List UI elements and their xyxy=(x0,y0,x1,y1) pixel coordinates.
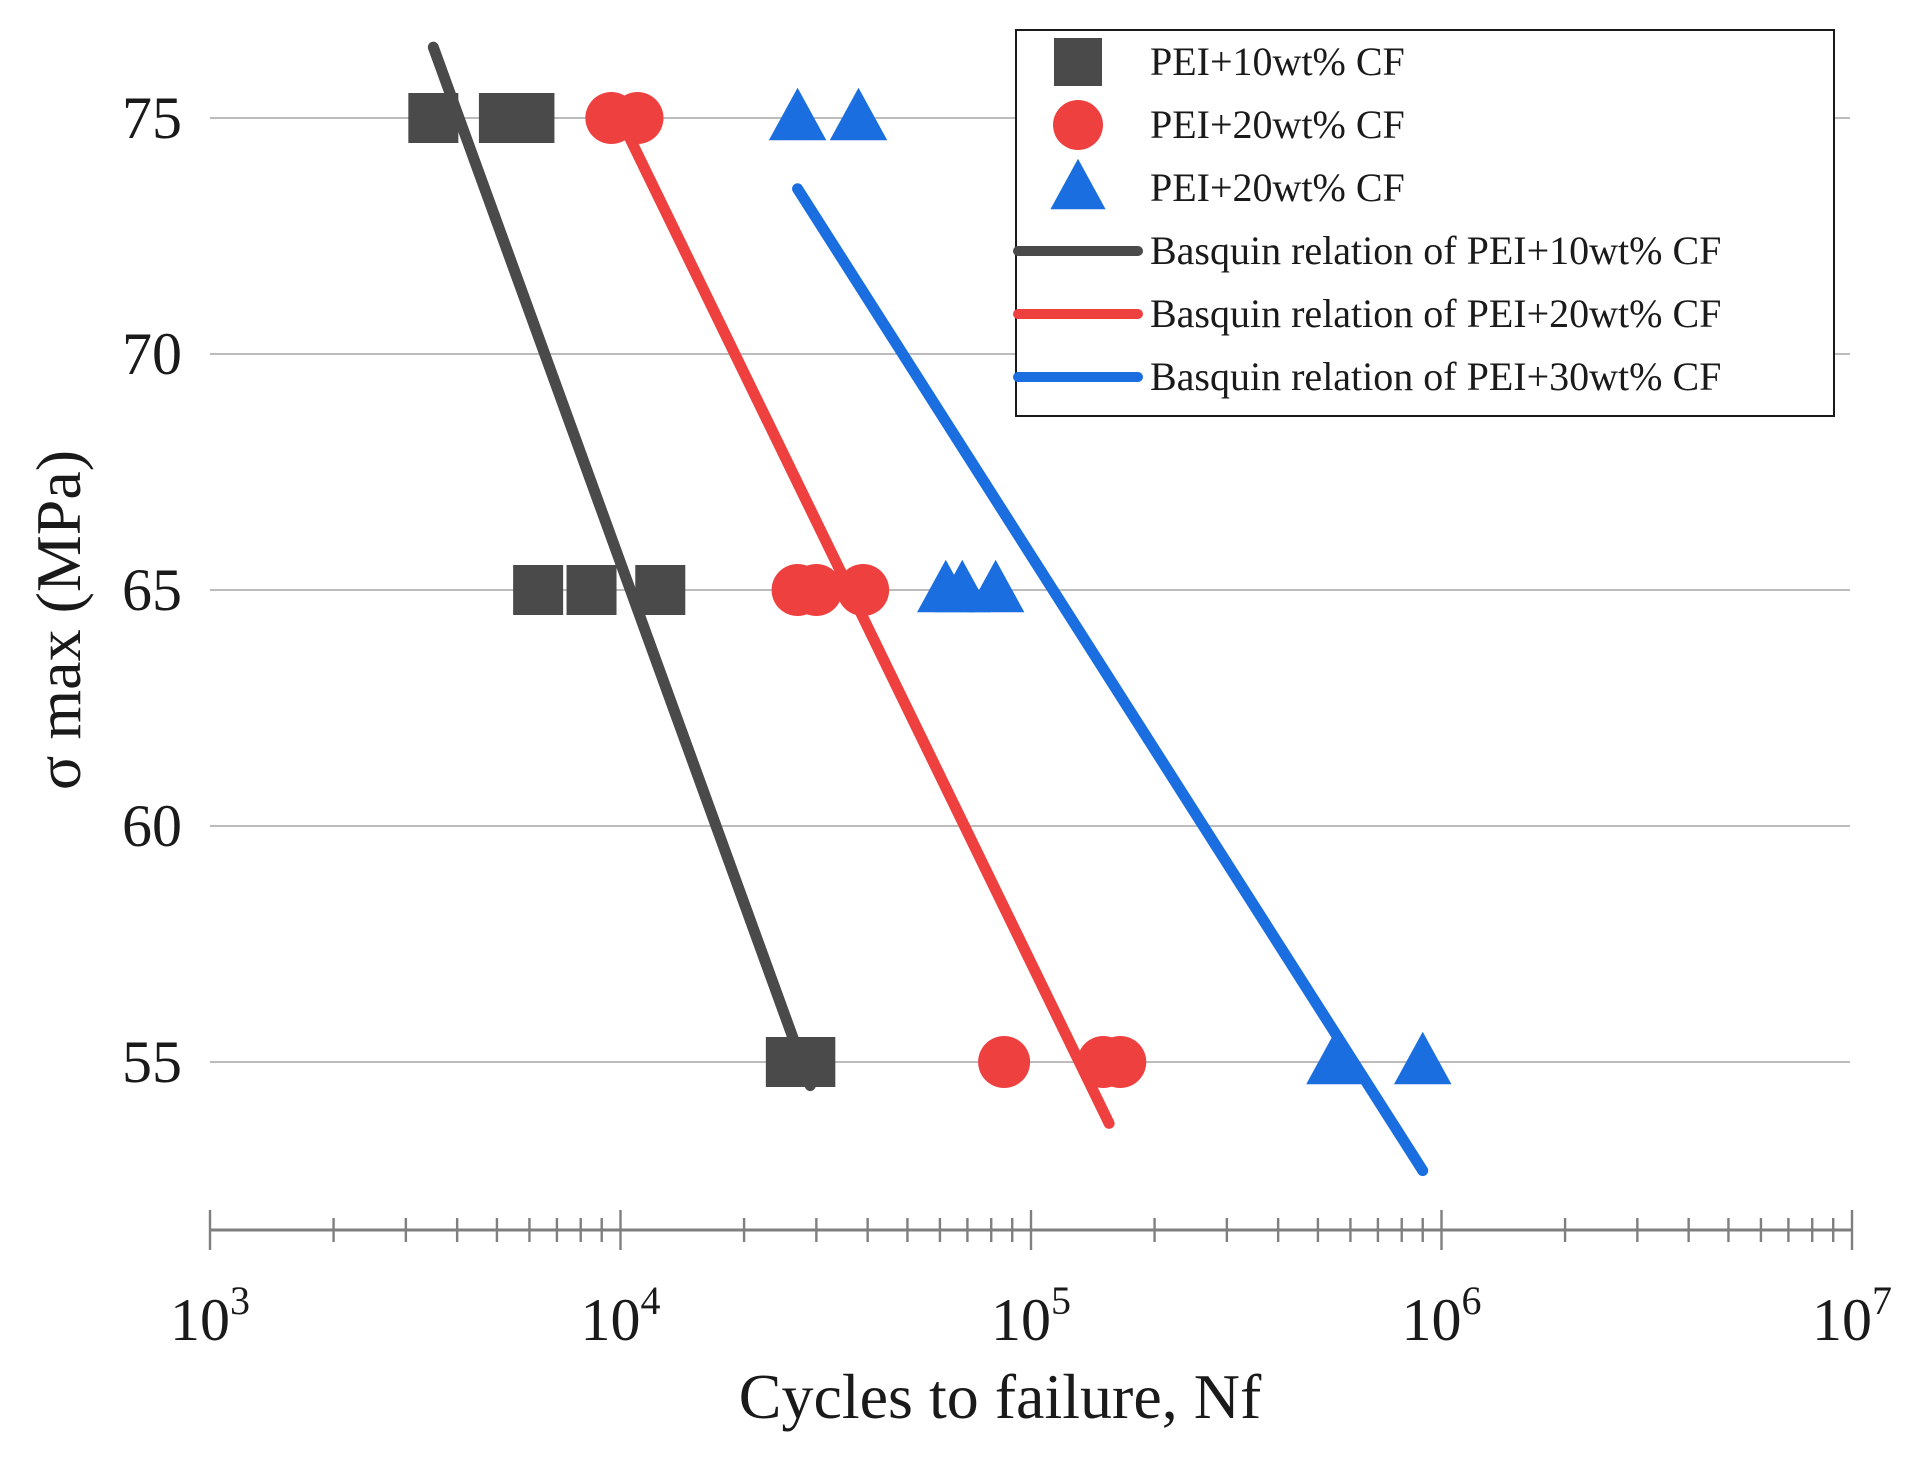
circle-point xyxy=(978,1036,1031,1088)
legend-label: Basquin relation of PEI+30wt% CF xyxy=(1150,354,1721,399)
triangle-point xyxy=(966,559,1025,613)
x-axis-label: Cycles to failure, Nf xyxy=(739,1361,1262,1432)
legend-item: PEI+20wt% CF xyxy=(1050,158,1405,210)
square-point xyxy=(513,565,564,615)
circle-point xyxy=(837,564,890,616)
legend: PEI+10wt% CF PEI+20wt% CF PEI+20wt% CF Basq… xyxy=(1013,29,1835,417)
circle-point xyxy=(1094,1036,1147,1088)
y-tick-label: 75 xyxy=(122,85,182,151)
legend-square-swatch xyxy=(1054,38,1102,86)
data-points xyxy=(408,87,1452,1088)
x-axis: 103 104 105 106 107 xyxy=(170,1210,1892,1353)
square-point xyxy=(504,93,555,143)
basquin-line-4 xyxy=(623,131,1115,1129)
triangle-point xyxy=(1306,1031,1364,1085)
x-tick-label: 107 xyxy=(1812,1278,1892,1353)
y-tick-label: 55 xyxy=(122,1029,182,1095)
legend-box xyxy=(1015,29,1835,417)
legend-item: Basquin relation of PEI+20wt% CF xyxy=(1013,291,1721,336)
y-tick-label: 65 xyxy=(122,557,182,623)
square-point xyxy=(635,565,686,615)
legend-triangle-swatch xyxy=(1050,158,1106,210)
y-axis-tick-labels: 55 60 65 70 75 xyxy=(122,85,182,1095)
basquin-line-3 xyxy=(427,41,816,1092)
legend-label: Basquin relation of PEI+10wt% CF xyxy=(1150,228,1721,273)
legend-item: PEI+10wt% CF xyxy=(1054,38,1405,86)
x-tick-label: 105 xyxy=(991,1278,1071,1353)
legend-item: PEI+20wt% CF xyxy=(1053,100,1405,150)
legend-label: PEI+20wt% CF xyxy=(1150,102,1405,147)
x-tick-label: 104 xyxy=(581,1278,661,1353)
legend-item: Basquin relation of PEI+10wt% CF xyxy=(1013,228,1721,273)
square-point xyxy=(408,93,459,143)
circle-point xyxy=(611,92,664,144)
legend-label: PEI+20wt% CF xyxy=(1150,165,1405,210)
triangle-point xyxy=(1393,1031,1452,1085)
triangle-point xyxy=(768,87,827,141)
basquin-lines xyxy=(427,41,1429,1177)
legend-label: Basquin relation of PEI+20wt% CF xyxy=(1150,291,1721,336)
square-point xyxy=(566,565,617,615)
circle-point xyxy=(790,564,843,616)
basquin-line-5 xyxy=(792,183,1429,1177)
legend-circle-swatch xyxy=(1053,100,1103,150)
x-tick-label: 103 xyxy=(170,1278,250,1353)
x-tick-label: 106 xyxy=(1402,1278,1482,1353)
y-tick-label: 60 xyxy=(122,793,182,859)
legend-label: PEI+10wt% CF xyxy=(1150,39,1405,84)
y-axis-label: σ max (MPa) xyxy=(23,450,94,790)
y-tick-label: 70 xyxy=(122,321,182,387)
triangle-point xyxy=(829,87,888,141)
legend-item: Basquin relation of PEI+30wt% CF xyxy=(1013,354,1721,399)
square-point xyxy=(785,1037,836,1087)
